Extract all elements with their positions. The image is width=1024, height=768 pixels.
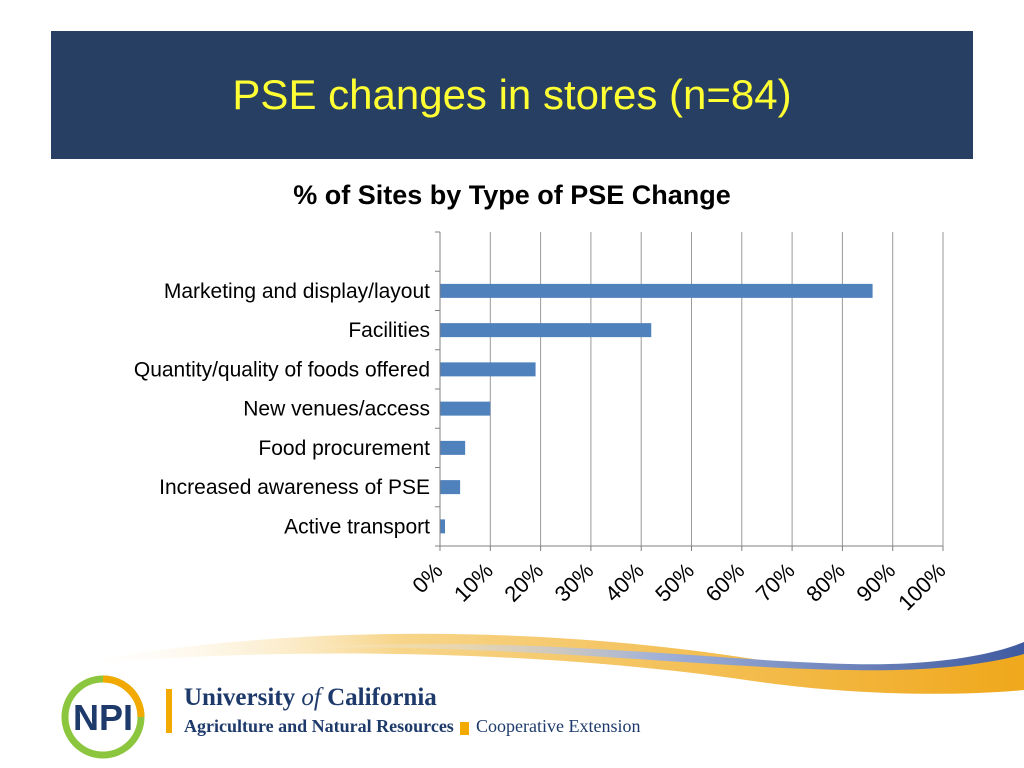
bar (440, 362, 536, 377)
division-name: Agriculture and Natural Resources (184, 716, 454, 736)
x-tick-label: 70% (751, 558, 800, 607)
swoosh-blue (300, 642, 1024, 671)
x-tick-label: 30% (550, 558, 599, 607)
npi-logo: NPI (61, 675, 145, 759)
gridlines (489, 232, 944, 546)
svg-text:NPI: NPI (73, 697, 133, 738)
x-tick-labels: 0% 10% 20% 30% 40% 50% 60% 70% 80% 90%100% (407, 558, 950, 615)
bar-chart: Marketing and display/layout Facilities Qu… (134, 231, 951, 615)
x-tick-label: 40% (600, 558, 649, 607)
title-banner: PSE changes in stores (n=84) (51, 31, 973, 159)
x-tick-label: 90% (851, 558, 900, 607)
x-tick-label: 10% (449, 558, 498, 607)
bar (440, 519, 446, 534)
bars (440, 283, 873, 534)
category-label: Quantity/quality of foods offered (134, 358, 430, 381)
category-label: Marketing and display/layout (164, 280, 430, 303)
category-label: Active transport (284, 515, 430, 538)
x-tick-label: 20% (499, 558, 548, 607)
category-label: Increased awareness of PSE (159, 476, 430, 499)
x-tick-label: 0% (407, 558, 447, 598)
ce-accent-square (460, 722, 469, 735)
slide-title: PSE changes in stores (n=84) (232, 71, 792, 118)
bar (440, 440, 466, 455)
x-tick-label: 50% (650, 558, 699, 607)
x-tick-label: 60% (701, 558, 750, 607)
x-tick-label: 100% (893, 558, 950, 615)
category-label: New venues/access (243, 398, 430, 421)
bar (440, 401, 491, 416)
category-labels: Marketing and display/layout Facilities Qu… (134, 280, 430, 539)
bar (440, 323, 652, 338)
chart-title: % of Sites by Type of PSE Change (293, 180, 731, 210)
bar (440, 480, 461, 495)
bar (440, 283, 873, 298)
category-label: Facilities (348, 319, 430, 342)
university-name: University of California (184, 684, 437, 711)
axes (435, 231, 944, 551)
x-tick-label: 80% (801, 558, 850, 607)
swoosh-gold (60, 633, 1024, 694)
decorative-swoosh (60, 633, 1024, 694)
extension-name: Cooperative Extension (476, 716, 641, 736)
category-label: Food procurement (258, 437, 430, 460)
uc-accent-bar (166, 689, 172, 733)
